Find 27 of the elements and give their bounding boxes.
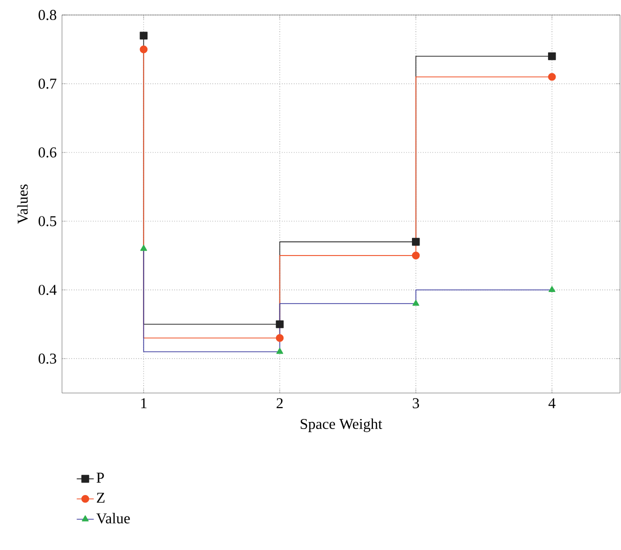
point (548, 72, 556, 81)
x-tick-label: 1 (141, 398, 147, 408)
point (412, 238, 420, 246)
x-tick-label: 4 (548, 398, 556, 408)
x-axis-title: Space Weight (300, 418, 382, 432)
y-tick-label: 0.3 (38, 354, 56, 364)
y-tick-label: 0.7 (38, 78, 56, 89)
y-tick-label: 0.6 (38, 147, 56, 158)
point (140, 244, 148, 251)
y-tick-label: 0.5 (38, 216, 56, 226)
point (548, 52, 556, 60)
point (412, 300, 420, 306)
y-tick-label: 0.4 (38, 284, 57, 296)
point (140, 32, 148, 40)
y-tick-label: 0.8 (38, 10, 56, 20)
legend-label: Z (96, 492, 104, 503)
y-axis-title: Values (17, 184, 28, 224)
point (548, 286, 556, 292)
x-tick-label: 2 (276, 398, 283, 408)
point (276, 320, 284, 328)
point (276, 334, 284, 342)
legend-label: P (96, 472, 104, 483)
x-tick-label: 3 (412, 398, 420, 408)
point (140, 45, 148, 54)
legend-label: Value (96, 512, 130, 524)
point (276, 348, 284, 354)
point (412, 252, 420, 260)
